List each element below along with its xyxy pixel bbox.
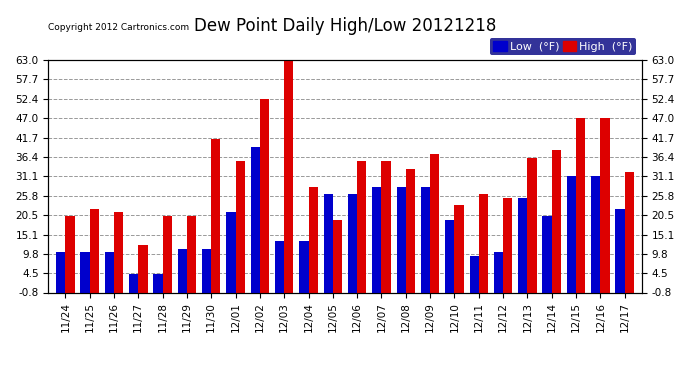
Bar bbox=[455, 205, 464, 292]
Bar bbox=[114, 212, 124, 292]
Bar bbox=[382, 161, 391, 292]
Bar bbox=[187, 216, 196, 292]
Bar bbox=[129, 274, 138, 292]
Bar bbox=[494, 252, 503, 292]
Bar bbox=[299, 242, 308, 292]
Bar bbox=[357, 161, 366, 292]
Bar bbox=[469, 256, 479, 292]
Bar bbox=[235, 161, 245, 292]
Bar bbox=[576, 118, 585, 292]
Bar bbox=[275, 242, 284, 292]
Bar bbox=[324, 194, 333, 292]
Text: Dew Point Daily High/Low 20121218: Dew Point Daily High/Low 20121218 bbox=[194, 17, 496, 35]
Bar bbox=[260, 99, 269, 292]
Bar bbox=[105, 252, 114, 292]
Bar bbox=[66, 216, 75, 292]
Text: Copyright 2012 Cartronics.com: Copyright 2012 Cartronics.com bbox=[48, 23, 190, 32]
Bar bbox=[90, 209, 99, 292]
Bar bbox=[308, 187, 318, 292]
Legend: Low  (°F), High  (°F): Low (°F), High (°F) bbox=[490, 38, 636, 55]
Bar bbox=[284, 59, 293, 292]
Bar bbox=[421, 187, 430, 292]
Bar bbox=[406, 169, 415, 292]
Bar bbox=[226, 212, 235, 292]
Bar bbox=[56, 252, 66, 292]
Bar bbox=[348, 194, 357, 292]
Bar bbox=[600, 118, 609, 292]
Bar bbox=[566, 176, 576, 292]
Bar bbox=[552, 150, 561, 292]
Bar bbox=[479, 194, 488, 292]
Bar bbox=[503, 198, 512, 292]
Bar bbox=[153, 274, 163, 292]
Bar bbox=[372, 187, 382, 292]
Bar bbox=[430, 154, 440, 292]
Bar bbox=[542, 216, 552, 292]
Bar bbox=[202, 249, 211, 292]
Bar bbox=[615, 209, 624, 292]
Bar bbox=[211, 140, 221, 292]
Bar bbox=[397, 187, 406, 292]
Bar bbox=[250, 147, 260, 292]
Bar bbox=[518, 198, 527, 292]
Bar bbox=[163, 216, 172, 292]
Bar bbox=[527, 158, 537, 292]
Bar bbox=[445, 220, 455, 292]
Bar bbox=[591, 176, 600, 292]
Bar bbox=[81, 252, 90, 292]
Bar bbox=[624, 172, 634, 292]
Bar bbox=[178, 249, 187, 292]
Bar bbox=[138, 245, 148, 292]
Bar bbox=[333, 220, 342, 292]
